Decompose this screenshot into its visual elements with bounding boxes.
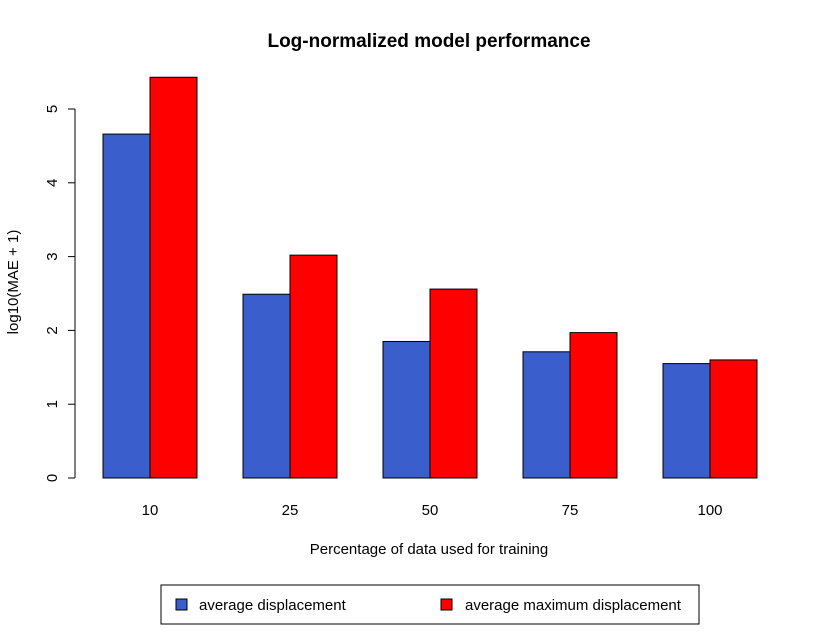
bars-group xyxy=(102,76,758,479)
chart-title: Log-normalized model performance xyxy=(267,31,590,52)
x-tick-label: 10 xyxy=(142,502,159,519)
legend-box xyxy=(160,584,700,625)
y-axis: 0 1 2 3 4 5 xyxy=(44,105,76,482)
bar-average-maximum-displacement-50 xyxy=(429,288,478,479)
legend-swatch-average-maximum-displacement xyxy=(440,598,453,611)
y-axis-label: log10(MAE + 1) xyxy=(5,230,22,335)
bar-average-displacement-10 xyxy=(102,133,151,479)
bar-average-displacement-75 xyxy=(522,351,571,479)
bar-average-displacement-50 xyxy=(382,340,431,479)
bar-average-maximum-displacement-75 xyxy=(569,332,618,479)
y-tick-label: 4 xyxy=(44,179,61,187)
legend-label-average-displacement: average displacement xyxy=(199,597,347,614)
x-tick-label: 50 xyxy=(422,502,439,519)
legend-label-average-maximum-displacement: average maximum displacement xyxy=(465,597,682,614)
x-tick-labels: 10 25 50 75 100 xyxy=(142,502,723,519)
x-tick-label: 100 xyxy=(697,502,722,519)
y-tick-label: 3 xyxy=(44,252,61,260)
y-tick-label: 0 xyxy=(44,474,61,482)
bar-average-maximum-displacement-25 xyxy=(289,254,338,479)
bar-average-maximum-displacement-100 xyxy=(709,359,758,479)
bar-average-displacement-25 xyxy=(242,293,291,479)
legend-swatch-average-displacement xyxy=(175,598,188,611)
x-axis-label: Percentage of data used for training xyxy=(310,541,549,558)
y-tick-label: 1 xyxy=(44,400,61,408)
bar-average-displacement-100 xyxy=(662,363,711,479)
y-tick-label: 2 xyxy=(44,326,61,334)
y-tick-label: 5 xyxy=(44,105,61,113)
x-tick-label: 75 xyxy=(562,502,579,519)
legend: average displacement average maximum dis… xyxy=(160,584,700,625)
bar-average-maximum-displacement-10 xyxy=(149,76,198,479)
x-tick-label: 25 xyxy=(282,502,299,519)
